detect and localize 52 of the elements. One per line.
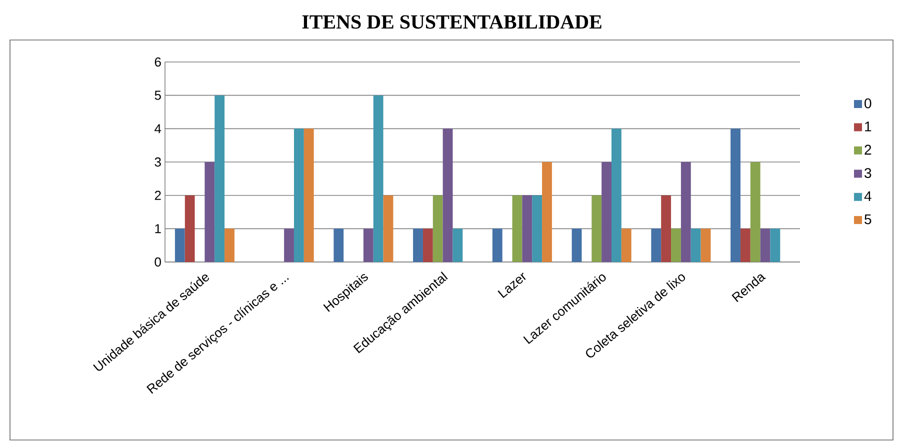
y-tick-label: 5 bbox=[154, 90, 161, 100]
legend-label: 0 bbox=[864, 98, 872, 108]
bar bbox=[512, 195, 522, 262]
bar bbox=[373, 95, 384, 262]
bar bbox=[452, 228, 463, 262]
bar bbox=[611, 128, 622, 262]
bar bbox=[730, 128, 740, 262]
bar bbox=[413, 228, 423, 262]
bar bbox=[542, 162, 552, 262]
bar bbox=[214, 95, 225, 262]
bar bbox=[334, 228, 344, 262]
bar bbox=[363, 228, 374, 262]
bar bbox=[572, 228, 582, 262]
chart-title: ITENS DE SUSTENTABILIDADE bbox=[302, 15, 602, 29]
legend-label: 5 bbox=[864, 214, 872, 224]
legend-label: 3 bbox=[864, 168, 872, 178]
bar bbox=[432, 195, 443, 262]
y-tick-label: 6 bbox=[154, 57, 161, 67]
bar bbox=[284, 228, 294, 262]
bar bbox=[760, 228, 770, 262]
bar bbox=[174, 228, 185, 262]
y-tick-label: 3 bbox=[154, 157, 161, 167]
y-tick-label: 1 bbox=[155, 224, 161, 234]
y-tick-label: 0 bbox=[154, 257, 161, 267]
bar bbox=[740, 228, 750, 262]
bar bbox=[304, 128, 314, 262]
bar bbox=[224, 228, 234, 262]
bar bbox=[422, 228, 433, 262]
bar bbox=[383, 195, 394, 262]
y-tick-label: 2 bbox=[154, 190, 161, 200]
legend-label: 1 bbox=[865, 122, 872, 132]
bar bbox=[602, 162, 612, 262]
bar bbox=[680, 162, 691, 262]
bar bbox=[522, 195, 532, 262]
bar bbox=[690, 228, 701, 262]
bar bbox=[442, 128, 453, 262]
bar bbox=[592, 195, 602, 262]
bar bbox=[204, 162, 215, 262]
bar bbox=[671, 228, 681, 262]
bar bbox=[294, 128, 304, 262]
bar bbox=[700, 228, 711, 262]
bar bbox=[770, 228, 780, 262]
legend-label: 4 bbox=[864, 191, 872, 201]
bar bbox=[532, 195, 542, 262]
bar bbox=[651, 228, 662, 262]
bar bbox=[492, 228, 502, 262]
bar bbox=[184, 195, 195, 262]
bar bbox=[750, 162, 760, 262]
legend-label: 2 bbox=[864, 144, 872, 155]
y-tick-label: 4 bbox=[154, 124, 162, 134]
bar bbox=[621, 228, 632, 262]
bar bbox=[661, 195, 672, 262]
